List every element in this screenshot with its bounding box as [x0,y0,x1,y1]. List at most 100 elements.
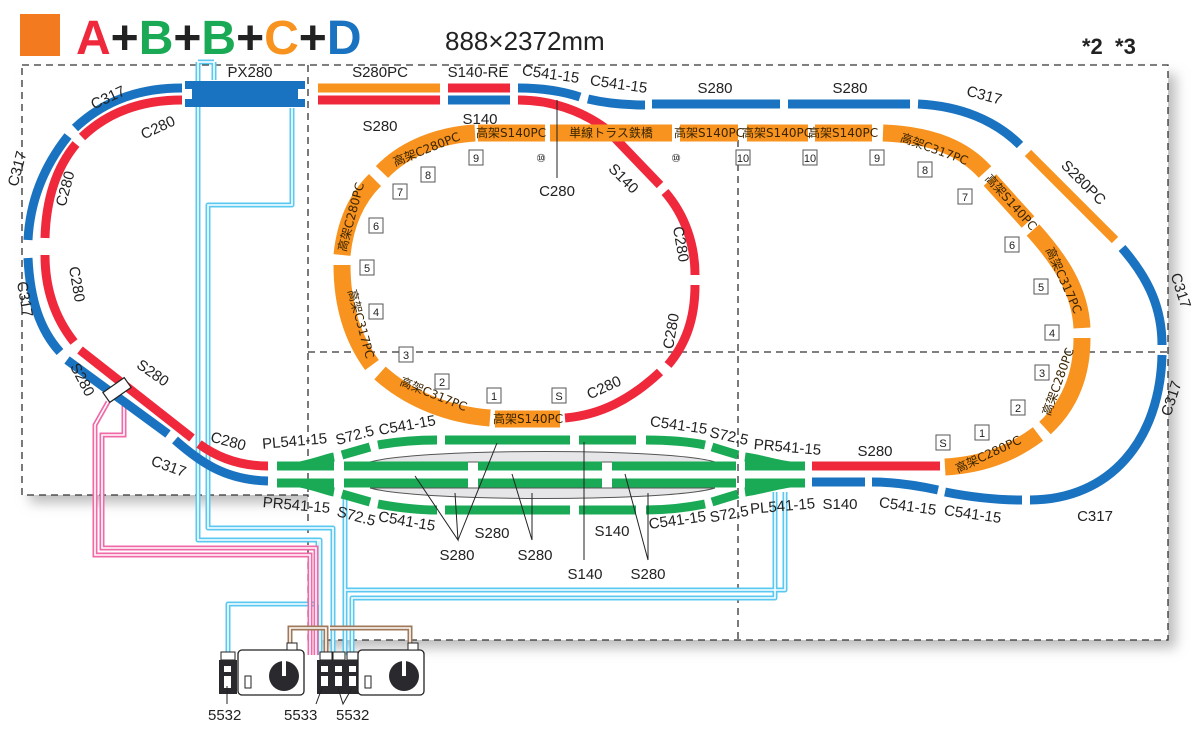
pier-number: 2 [1015,403,1021,415]
pier-number-marker: 10 [802,149,818,166]
elevated-track-label: 高架S140PC [493,411,563,426]
pier-number: 1 [979,428,985,440]
track-label: S140 [462,111,497,128]
switch-wires [92,400,319,655]
pier-number: 6 [373,221,379,233]
track-label: S140 [822,496,857,513]
board-shadow [22,65,1176,648]
track-label: C280 [65,265,88,303]
pier-number-marker: S [551,387,567,404]
pier-number: 4 [373,307,379,319]
layout-dimensions: 888×2372mm [445,26,605,56]
px280-crossing-track [185,81,305,107]
pier-number-marker: 4 [1044,324,1060,341]
pier-number: 6 [1009,240,1015,252]
track-set-c-elevated-loop [318,83,1119,476]
pier-number-marker: 8 [917,161,933,178]
power-controller-left[interactable] [237,642,305,696]
feeder-unit-5532-a[interactable] [331,651,347,694]
pier-number-marker: S [935,434,951,451]
track-label: S280 [630,566,665,583]
pier-number-marker: ⑩ [671,153,681,165]
pier-number: 9 [874,153,880,165]
title-part: A [76,12,111,65]
pier-number: 10 [804,153,816,165]
feeder-unit-5532-b[interactable] [345,651,361,694]
pier-number: 5 [364,263,370,275]
power-units: 5532 5533 5532 [208,642,425,724]
pier-number-marker: 6 [368,217,384,234]
track-label: S140 [594,523,629,540]
pier-number: S [555,391,562,403]
pier-number-marker: 10 [735,149,751,166]
track-label: S280 [697,80,732,97]
pier-number-marker: 6 [1004,236,1020,253]
track-label: S140 [567,566,602,583]
pier-number: 7 [397,187,403,199]
track-label: C317 [13,280,36,318]
track-label: S280 [474,525,509,542]
pier-number-marker: ⑩ [536,153,546,165]
elevated-track-label: 高架S140PC [742,125,812,140]
track-label: S280 [439,547,474,564]
pier-number-marker: 7 [957,188,973,205]
elevated-track-label: 高架S140PC [476,125,546,140]
label-leader-lines [414,100,649,561]
pier-number: 4 [1049,328,1055,340]
track-label: S280PC [352,64,408,81]
track-set-b-station-yard [277,435,805,515]
pier-number: 3 [403,350,409,362]
label-5533: 5533 [284,707,317,724]
pier-number-marker: 4 [368,303,384,320]
pier-number: ⑩ [671,153,681,165]
track-label: PL541-15 [749,495,815,518]
layout-notes: *2 *3 [1082,34,1136,59]
pier-number-marker: 5 [359,259,375,276]
track-label: PR541-15 [262,494,331,517]
pier-number: 10 [737,153,749,165]
title-part: + [173,12,201,65]
pier-number-marker: 2 [434,373,450,390]
pier-number: 1 [491,391,497,403]
pier-number: 5 [1038,282,1044,294]
track-set-d-outer-loop [23,83,1167,505]
elevated-track-label: 高架S140PC [674,125,744,140]
header-color-marker [20,14,60,56]
title-part: + [236,12,264,65]
track-label: S280 [832,80,867,97]
pier-number: 2 [439,377,445,389]
pier-number-marker: 9 [869,149,885,166]
pier-number-marker: 1 [974,424,990,441]
track-label: PL541-15 [261,430,327,453]
station-platforms [369,451,716,499]
track-label: S280 [362,118,397,135]
switch-control-unit-5533[interactable] [317,651,334,694]
pier-number-marker: 5 [1033,278,1049,295]
pier-number: 8 [922,165,928,177]
pier-number: 9 [473,153,479,165]
pier-number: 8 [425,170,431,182]
title-part: + [299,12,327,65]
track-label: C280 [539,183,575,200]
track-label: PR541-15 [753,436,822,459]
feeder-unit-5532-left[interactable] [219,651,237,694]
pier-number-marker: 3 [1034,364,1050,381]
track-label: S140-RE [448,64,509,81]
pier-number-marker: 2 [1010,399,1026,416]
pier-number: S [939,438,946,450]
title-part: B [139,12,174,65]
pier-number: ⑩ [536,153,546,165]
elevated-track-label: 高架S140PC [808,125,878,140]
pier-numbers: 9 ⑩ 8 7 6 5 4 3 2 1 S ⑩ 10 10 9 8 7 6 5 4 3 2 1 S [359,149,1060,451]
track-label: S280 [857,443,892,460]
title-part: D [327,12,362,65]
title-part: + [111,12,139,65]
track-label: C280 [669,225,692,263]
pier-number-marker: 9 [468,149,484,166]
title-part: B [201,12,236,65]
title-part: C [264,12,299,65]
layout-title: A+B+B+C+D [76,12,361,65]
power-controller-right[interactable] [357,642,425,696]
track-label: C317 [1077,508,1113,525]
